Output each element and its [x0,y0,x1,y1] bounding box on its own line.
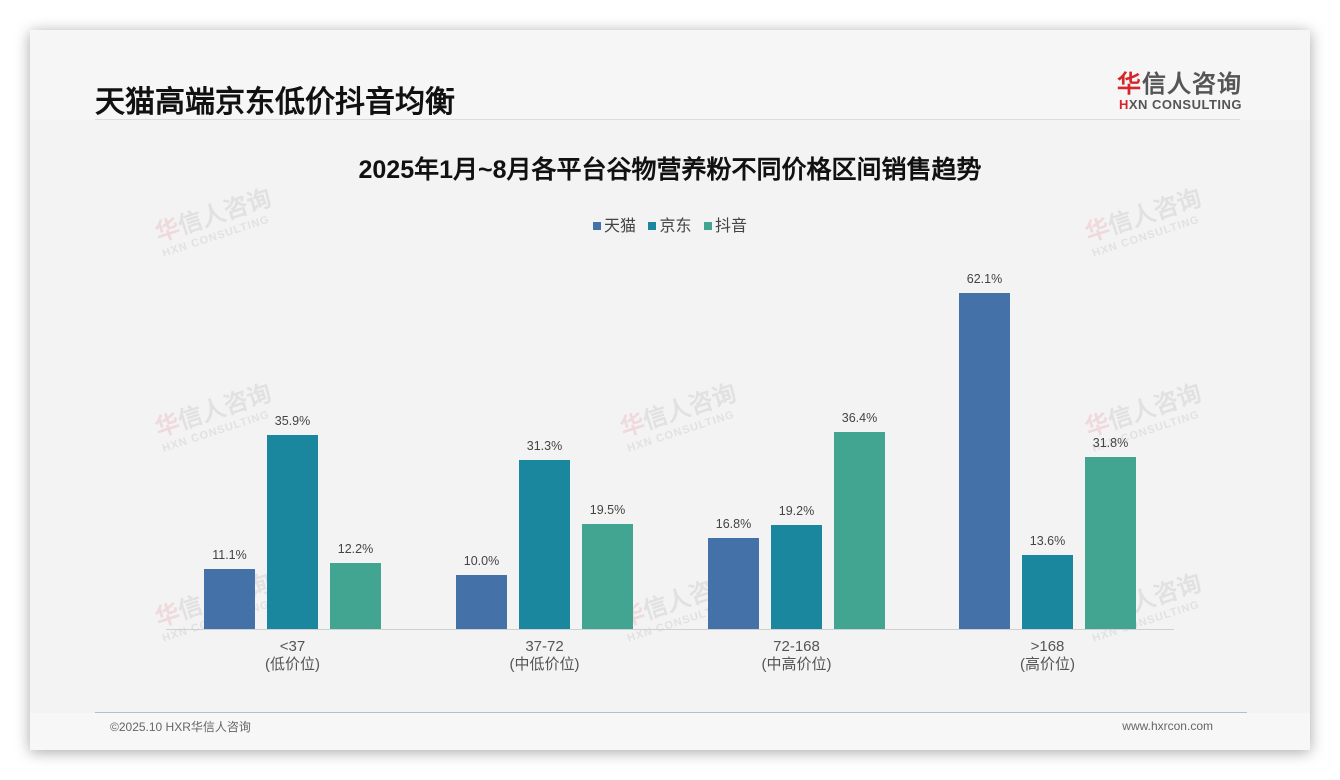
legend-item-douyin: 抖音 [703,212,747,236]
price-range-label: >168 [1030,638,1065,655]
bar [267,435,318,629]
footer-copyright: ©2025.10 HXR华信人咨询 [110,720,251,734]
bar-value-label: 36.4% [841,411,878,425]
bar-value-label: 62.1% [966,272,1003,286]
chart-title: 2025年1月~8月各平台谷物营养粉不同价格区间销售趋势 [358,156,982,184]
bar-value-label: 12.2% [337,542,374,556]
logo-en: HXN CONSULTING [1118,97,1242,112]
footer-divider [95,712,1247,713]
chart-legend: 天猫 京东 抖音 [0,212,1340,236]
bar [834,432,885,629]
price-range-label: 72-168 [773,638,820,655]
legend-swatch-icon [648,221,657,230]
price-tier-label: (高价位) [1020,656,1075,673]
slide: 天猫高端京东低价抖音均衡 华信人咨询 HXN CONSULTING [30,30,1310,750]
footer-band [30,713,1310,750]
bar [771,525,822,629]
x-axis-category-label: <37 (低价位) [193,638,393,674]
price-range-label: 37-72 [525,638,564,655]
bar-value-label: 31.3% [526,439,563,453]
page-title: 天猫高端京东低价抖音均衡 [95,86,455,119]
bar-value-label: 35.9% [274,414,311,428]
logo-cn: 华信人咨询 [1117,71,1242,98]
x-axis-category-label: >168 (高价位) [948,638,1148,674]
bar-value-label: 31.8% [1092,436,1129,450]
bar [1022,555,1073,629]
price-tier-label: (中高价位) [761,656,832,673]
legend-item-jd: 京东 [648,212,692,236]
title-divider [95,119,1240,120]
footer-website: www.hxrcon.com [1122,719,1213,733]
x-axis-category-label: 72-168 (中高价位) [697,638,897,674]
header-band [30,30,1310,120]
price-tier-label: (中低价位) [509,656,580,673]
bar-value-label: 19.2% [778,504,815,518]
price-tier-label: (低价位) [265,656,320,673]
bar-value-label: 13.6% [1029,534,1066,548]
bar [204,569,255,629]
company-logo: 华信人咨询 HXN CONSULTING [1112,64,1242,112]
bar [456,575,507,629]
bar-value-label: 19.5% [589,503,626,517]
price-range-label: <37 [279,638,306,655]
legend-swatch-icon [593,221,602,230]
legend-item-tmall: 天猫 [593,212,636,236]
bar-value-label: 11.1% [212,548,247,562]
bar [708,538,759,629]
bar-value-label: 16.8% [715,517,752,531]
bar-value-label: 10.0% [463,554,500,568]
bar [1085,457,1136,629]
bar [330,563,381,629]
bar [959,293,1010,629]
x-axis-line [166,629,1174,630]
x-axis-category-label: 37-72 (中低价位) [445,638,645,674]
legend-swatch-icon [703,221,712,230]
bar [519,460,570,629]
bar [582,524,633,629]
